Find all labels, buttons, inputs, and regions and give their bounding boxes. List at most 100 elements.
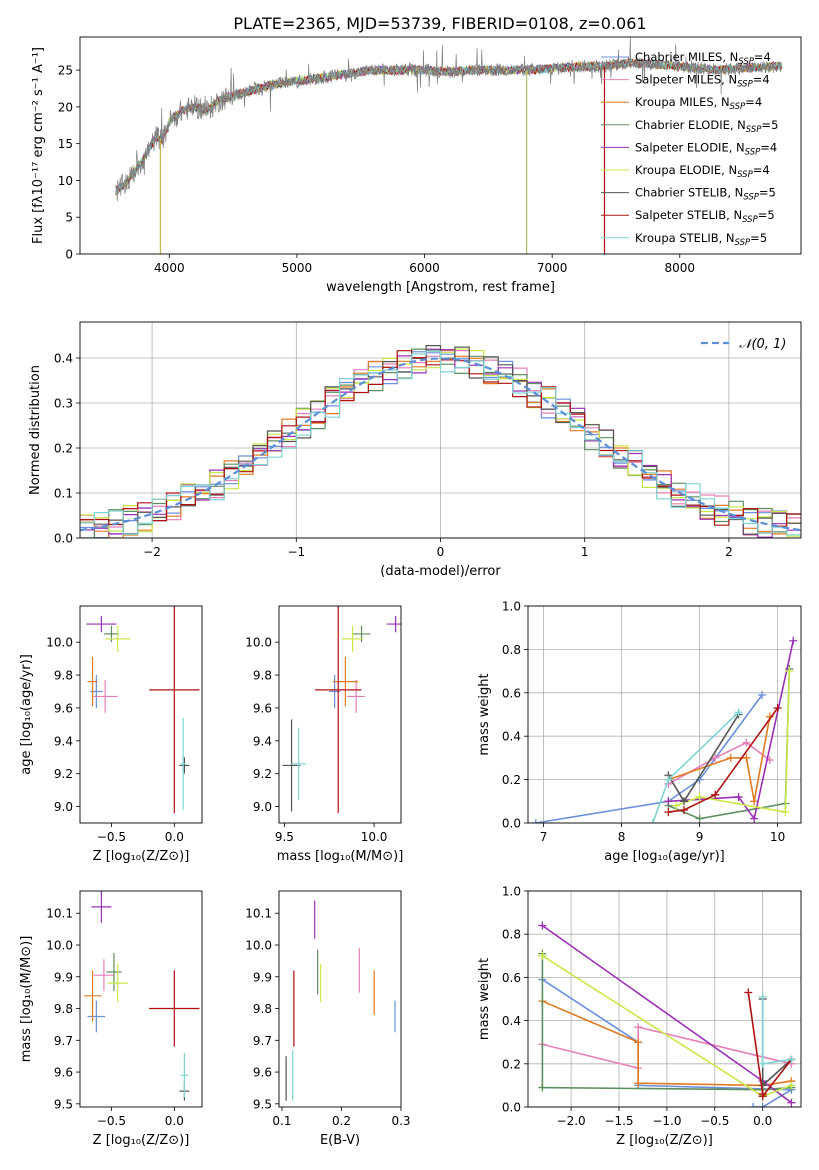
legend-nssp: 5	[760, 231, 767, 245]
x-tick-label: −1.0	[652, 1114, 681, 1128]
x-tick-label: 7	[540, 830, 548, 844]
legend-sub: SSP	[735, 238, 751, 248]
y-tick-label: 0.0	[502, 817, 521, 831]
legend-sub: SSP	[737, 170, 753, 180]
x-tick-label: 5000	[282, 261, 313, 275]
y-tick-label: 0.8	[502, 643, 521, 657]
x-tick-label: 0.2	[332, 1114, 351, 1128]
weight-marker	[742, 753, 751, 762]
legend-label: Kroupa MILES, NSSP=4	[635, 95, 762, 112]
y-tick-label: 1.0	[502, 600, 521, 614]
y-tick-label: 20	[58, 100, 73, 114]
y-axis-label: mass weight	[477, 673, 492, 755]
y-tick-label: 1.0	[502, 885, 521, 899]
y-axis-label: Normed distribution	[28, 365, 43, 495]
y-tick-label: 0.3	[54, 397, 73, 411]
weight-marker	[531, 819, 540, 823]
x-tick-label: 0	[437, 545, 445, 559]
x-tick-label: 9.5	[275, 830, 294, 844]
weight-marker	[634, 1023, 643, 1032]
weight-marker	[726, 753, 735, 762]
axes-frame	[79, 36, 802, 255]
x-axis-label: Z [log₁₀(Z/Z⊙)]	[616, 1133, 713, 1148]
y-axis-label: Flux [fλ10⁻¹⁷ erg cm⁻² s⁻¹ A⁻¹]	[31, 47, 46, 244]
x-tick-label: 10	[770, 830, 785, 844]
axes-frame	[79, 321, 802, 539]
panel-mass-age: 9.5 10.0 9.0 9.2 9.4 9.6 9.8 10.0 mass [log₁₀(M/…	[245, 605, 403, 864]
y-tick-label: 9.0	[253, 800, 272, 814]
y-tick-label: 0.4	[502, 1014, 521, 1028]
y-tick-label: 0.0	[502, 1101, 521, 1115]
y-tick-label: 10.0	[245, 939, 272, 953]
x-axis-label: age [log₁₀(age/yr)]	[604, 849, 725, 864]
weight-marker	[758, 1092, 767, 1101]
legend-label: Salpeter ELODIE, NSSP=4	[635, 140, 777, 157]
weight-marker	[789, 636, 798, 645]
x-tick-label: 6000	[409, 261, 440, 275]
x-tick-label: −0.5	[700, 1114, 729, 1128]
legend-eq: =	[745, 95, 755, 109]
weight-marker	[538, 921, 547, 930]
y-axis-label: mass [log₁₀(M/M⊙)]	[19, 936, 34, 1063]
x-tick-label: −2.0	[557, 1114, 586, 1128]
y-tick-label: 0.6	[502, 686, 521, 700]
legend-sub: SSP	[743, 193, 759, 203]
y-tick-label: 10	[58, 174, 73, 188]
plot-area	[115, 37, 783, 254]
x-tick-label: 1	[581, 545, 589, 559]
y-tick-label: 15	[58, 137, 73, 151]
axes-frame	[79, 890, 203, 1108]
weight-line	[541, 978, 795, 1107]
y-tick-label: 9.6	[253, 1066, 272, 1080]
legend-sub: SSP	[730, 102, 746, 112]
weight-marker	[695, 792, 704, 801]
legend-sub: SSP	[737, 80, 753, 90]
weight-marker	[680, 805, 688, 814]
y-tick-label: 9.7	[253, 1034, 272, 1048]
weight-marker	[538, 1083, 547, 1092]
legend-sub: SSP	[745, 147, 761, 157]
weight-marker	[742, 738, 751, 747]
y-tick-label: 10.0	[245, 636, 272, 650]
legend-nssp: 4	[762, 163, 769, 177]
y-tick-label: 0.2	[502, 773, 521, 787]
legend-sub: SSP	[746, 125, 762, 135]
legend-name: Chabrier STELIB, N	[635, 186, 743, 200]
x-tick-label: 8	[618, 830, 626, 844]
legend-eq: =	[758, 208, 768, 222]
legend-label: Salpeter STELIB, NSSP=5	[635, 208, 775, 225]
legend-nssp: 4	[770, 140, 777, 154]
figure-title: PLATE=2365, MJD=53739, FIBERID=0108, z=0…	[233, 14, 646, 33]
legend-eq: =	[753, 163, 763, 177]
y-tick-label: 9.8	[54, 669, 73, 683]
x-tick-label: 9	[696, 830, 704, 844]
legend-eq: =	[760, 140, 770, 154]
legend-nssp: 4	[755, 95, 762, 109]
weight-line	[652, 711, 740, 823]
weight-marker	[664, 808, 673, 817]
panel-ebv-mass: 0.1 0.2 0.3 9.5 9.6 9.7 9.8 9.9 10.0 10.1 E(B-V)	[245, 890, 411, 1148]
x-tick-label: −1.5	[604, 1114, 633, 1128]
weight-marker	[758, 1103, 767, 1107]
y-tick-label: 9.7	[54, 1034, 73, 1048]
panel-spectrum: 4000 5000 6000 7000 8000 0 5 10 15 20 25 wavelength…	[31, 36, 802, 295]
y-tick-label: 9.8	[54, 1002, 73, 1016]
y-tick-label: 0.1	[54, 487, 73, 501]
x-tick-label: 0.0	[165, 1114, 184, 1128]
legend-name: Kroupa MILES, N	[635, 95, 730, 109]
residual-histogram-step	[80, 350, 801, 536]
weight-marker	[749, 1103, 758, 1107]
y-axis-label: age [log₁₀(age/yr)]	[19, 654, 34, 775]
legend-label: Salpeter MILES, NSSP=4	[635, 73, 770, 90]
weight-line	[675, 671, 791, 814]
y-tick-label: 0.4	[54, 352, 73, 366]
legend-label: 𝒩(0, 1)	[739, 337, 786, 352]
y-tick-label: 0.2	[54, 442, 73, 456]
y-tick-label: 9.0	[54, 800, 73, 814]
plot-area	[282, 606, 401, 814]
legend-nssp: 5	[769, 186, 776, 200]
legend-label: Kroupa ELODIE, NSSP=4	[635, 163, 770, 180]
panel-residuals: −2 −1 0 1 2 0.0 0.1 0.2 0.3 0.4 (data-model)/error…	[28, 321, 802, 579]
weight-marker	[711, 753, 720, 762]
